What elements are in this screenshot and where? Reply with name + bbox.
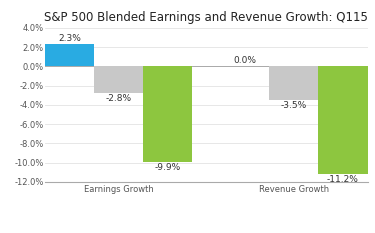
Text: -9.9%: -9.9%	[154, 163, 181, 172]
Bar	[318, 66, 368, 174]
Text: 2.3%: 2.3%	[58, 34, 81, 43]
Bar	[45, 44, 94, 66]
Text: -11.2%: -11.2%	[327, 175, 359, 184]
Bar	[143, 66, 192, 161]
Text: -3.5%: -3.5%	[281, 101, 307, 110]
Legend: S&P 500 Companies > 50% of Sales in U.S., All S&P 500 Companies, S&P 500 Compani: S&P 500 Companies > 50% of Sales in U.S.…	[0, 231, 375, 233]
Bar	[94, 66, 143, 93]
Text: -2.8%: -2.8%	[105, 94, 132, 103]
Bar	[269, 66, 318, 100]
Text: 0.0%: 0.0%	[233, 56, 256, 65]
Title: S&P 500 Blended Earnings and Revenue Growth: Q115: S&P 500 Blended Earnings and Revenue Gro…	[44, 11, 368, 24]
